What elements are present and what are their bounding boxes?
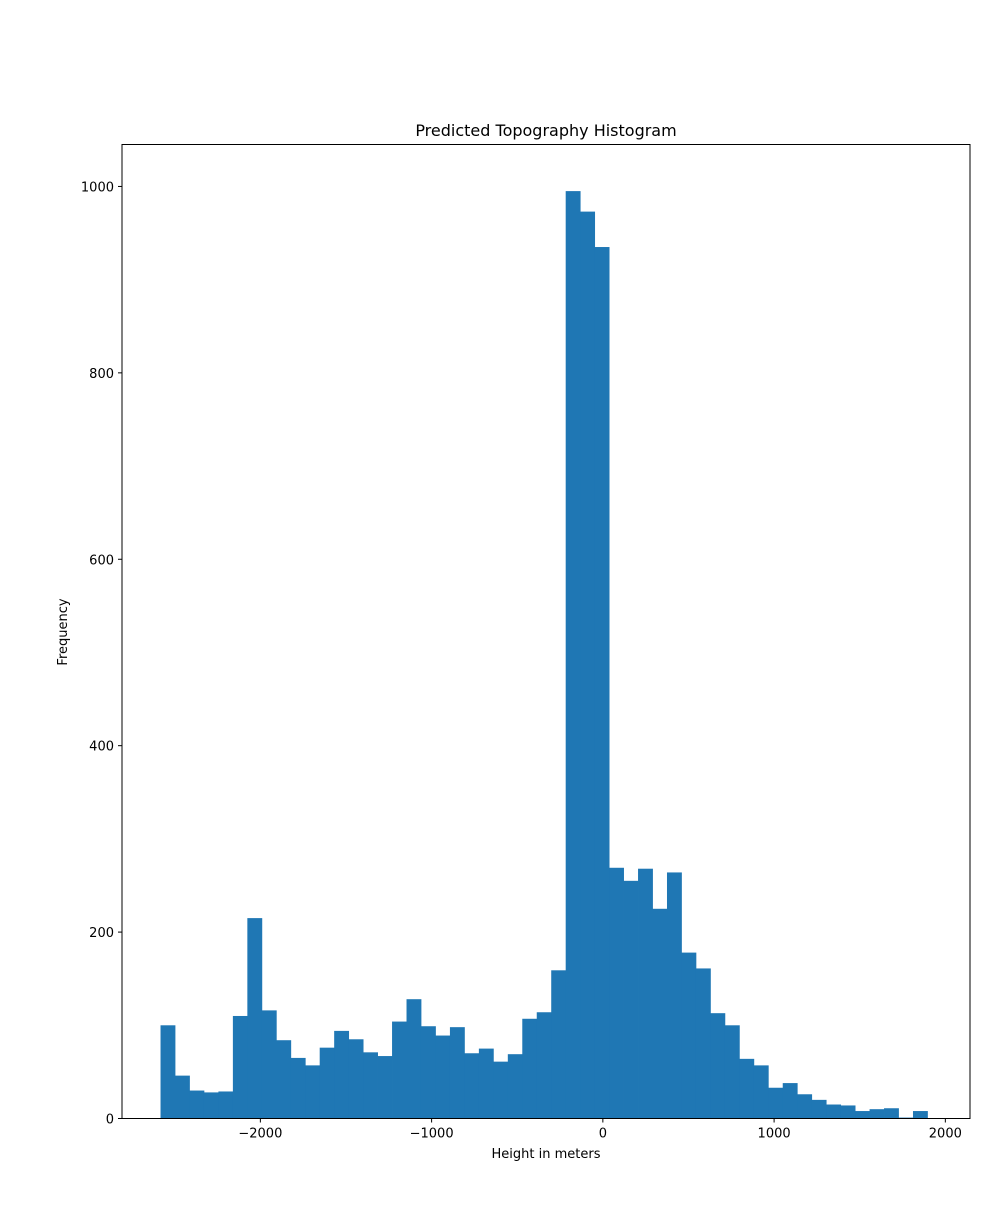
histogram-bar	[305, 1065, 321, 1119]
histogram-bar	[218, 1091, 234, 1119]
histogram-bar	[507, 1054, 523, 1119]
histogram-bar	[160, 1025, 176, 1119]
histogram-bar	[493, 1061, 509, 1119]
histogram-bar	[435, 1035, 451, 1119]
x-axis-label: Height in meters	[492, 1147, 601, 1162]
y-tick-label: 0	[106, 1113, 114, 1128]
histogram-bar	[869, 1109, 885, 1119]
histogram-bar	[811, 1099, 827, 1119]
y-tick-label: 800	[89, 367, 114, 382]
histogram-bar	[449, 1027, 465, 1119]
histogram-bar	[797, 1094, 813, 1119]
x-tick-label: 1000	[758, 1127, 791, 1142]
histogram-bar	[912, 1111, 928, 1119]
histogram-bar	[652, 908, 668, 1119]
histogram-bar	[623, 880, 639, 1119]
histogram-bar	[522, 1018, 538, 1119]
histogram-bar	[276, 1040, 292, 1119]
histogram-bar	[334, 1030, 350, 1119]
histogram-bar	[464, 1053, 480, 1119]
histogram-bar	[855, 1111, 870, 1119]
histogram-bar	[203, 1092, 219, 1119]
histogram-bar	[319, 1047, 335, 1119]
histogram-bar	[189, 1090, 205, 1119]
x-tick-label: −2000	[238, 1127, 282, 1142]
histogram-bar	[377, 1056, 393, 1119]
histogram-bar	[363, 1052, 378, 1119]
histogram-bar	[247, 918, 263, 1119]
histogram-bar	[594, 247, 610, 1119]
histogram-bar	[609, 867, 624, 1119]
histogram-bar	[261, 1010, 277, 1119]
histogram-bar	[826, 1104, 842, 1119]
histogram-bar	[638, 868, 653, 1119]
x-tick-label: −1000	[410, 1127, 454, 1142]
histogram-bar	[406, 999, 422, 1119]
x-tick-label: 0	[599, 1127, 607, 1142]
histogram-bar	[392, 1021, 407, 1119]
histogram-bar	[681, 952, 697, 1119]
y-tick-label: 400	[89, 740, 114, 755]
y-tick-label: 1000	[81, 180, 114, 195]
chart-title: Predicted Topography Histogram	[415, 121, 676, 140]
x-tick-label: 2000	[929, 1127, 962, 1142]
histogram-bar	[290, 1057, 306, 1119]
histogram-bar	[666, 872, 682, 1119]
y-tick-label: 200	[89, 926, 114, 941]
x-ticks: −2000 −1000 0 1000 2000	[238, 1118, 962, 1142]
histogram-bar	[768, 1087, 784, 1119]
histogram-bar	[840, 1105, 856, 1119]
bars-group	[160, 191, 928, 1119]
y-axis-label: Frequency	[56, 598, 71, 665]
histogram-bar	[478, 1048, 494, 1119]
histogram-bar	[724, 1025, 740, 1119]
histogram-bar	[695, 968, 711, 1119]
histogram-bar	[551, 970, 567, 1119]
histogram-bar	[565, 191, 581, 1119]
histogram-bar	[782, 1083, 798, 1119]
histogram-bar	[884, 1108, 899, 1119]
histogram-bar	[232, 1015, 248, 1119]
histogram-bar	[710, 1013, 726, 1119]
y-ticks: 0 200 400 600 800 1000	[81, 180, 122, 1128]
histogram-bar	[175, 1075, 190, 1119]
plot-frame	[121, 144, 971, 1119]
histogram-bar	[739, 1058, 755, 1119]
histogram-bar	[420, 1026, 436, 1119]
histogram-bar	[753, 1065, 769, 1119]
histogram-bar	[580, 211, 596, 1119]
y-tick-label: 600	[89, 553, 114, 568]
histogram-bar	[348, 1039, 364, 1119]
histogram-bar	[536, 1012, 552, 1119]
